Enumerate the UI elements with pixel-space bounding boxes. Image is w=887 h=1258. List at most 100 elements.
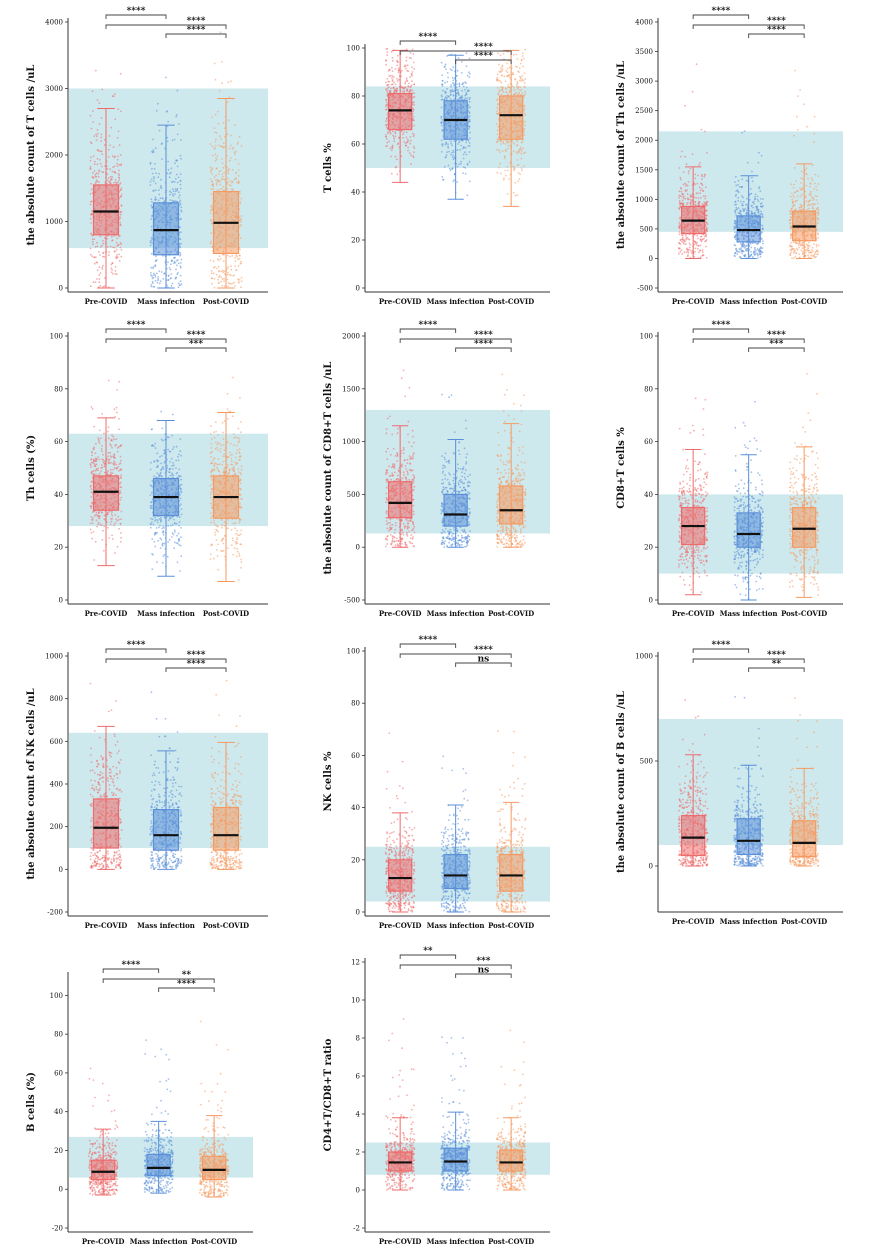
data-point — [157, 526, 160, 529]
data-point — [162, 530, 165, 532]
data-point — [113, 524, 115, 527]
data-point — [163, 553, 166, 556]
data-point — [91, 519, 94, 521]
data-point — [152, 266, 155, 268]
data-point — [151, 428, 153, 431]
data-point — [118, 417, 120, 420]
data-point — [171, 193, 174, 196]
data-point — [799, 89, 801, 91]
data-point — [163, 200, 166, 203]
data-point — [111, 446, 113, 449]
data-point — [395, 87, 398, 90]
data-point — [796, 195, 799, 198]
data-point — [694, 200, 696, 203]
data-point — [108, 510, 110, 513]
data-point — [210, 193, 213, 196]
data-point — [213, 277, 216, 280]
data-point — [806, 208, 809, 211]
data-point — [109, 182, 112, 185]
data-point — [469, 106, 471, 108]
data-point — [107, 426, 110, 429]
data-point — [794, 208, 797, 211]
data-point — [797, 95, 799, 98]
data-point — [761, 214, 764, 216]
data-point — [228, 159, 231, 162]
data-point — [226, 101, 229, 104]
data-point — [793, 183, 795, 186]
data-point — [393, 137, 395, 140]
data-point — [811, 204, 814, 207]
data-point — [180, 536, 182, 539]
data-point — [111, 434, 113, 436]
data-point — [406, 90, 408, 92]
data-point — [456, 165, 459, 168]
data-point — [221, 173, 224, 176]
data-point — [149, 468, 152, 471]
data-point — [171, 523, 174, 526]
data-point — [230, 144, 232, 147]
data-point — [807, 207, 810, 210]
data-point — [221, 188, 223, 190]
data-point — [817, 213, 820, 216]
data-point — [804, 251, 807, 254]
data-point — [501, 150, 504, 153]
data-point — [91, 90, 94, 93]
data-point — [227, 181, 229, 183]
data-point — [231, 168, 234, 171]
data-point — [229, 454, 232, 456]
data-point — [461, 61, 463, 63]
data-point — [109, 523, 112, 526]
data-point — [113, 250, 116, 253]
data-point — [151, 518, 154, 521]
data-point — [153, 162, 156, 165]
data-point — [226, 408, 229, 410]
data-point — [789, 216, 792, 219]
data-point — [97, 467, 99, 470]
data-point — [106, 173, 108, 176]
data-point — [172, 190, 175, 193]
data-point — [683, 195, 685, 198]
data-point — [97, 456, 100, 458]
data-point — [507, 86, 509, 89]
data-point — [741, 131, 743, 134]
data-point — [239, 237, 242, 240]
data-point — [793, 257, 795, 259]
data-point — [177, 123, 180, 125]
data-point — [467, 89, 469, 91]
data-point — [169, 450, 172, 453]
data-point — [215, 157, 217, 159]
data-point — [684, 243, 687, 246]
data-point — [789, 221, 792, 224]
data-point — [239, 218, 242, 221]
data-point — [150, 517, 152, 520]
data-point — [700, 183, 703, 185]
data-point — [451, 76, 454, 79]
group-pre — [89, 69, 123, 289]
data-point — [169, 190, 171, 193]
significance-bracket: **** — [748, 26, 805, 38]
data-point — [506, 71, 509, 74]
data-point — [96, 129, 99, 131]
data-point — [95, 261, 98, 264]
data-point — [238, 437, 241, 440]
data-point — [681, 199, 684, 202]
data-point — [223, 127, 226, 129]
data-point — [102, 529, 104, 532]
data-point — [159, 524, 161, 527]
data-point — [156, 452, 159, 455]
data-point — [214, 146, 216, 149]
data-point — [808, 199, 811, 202]
data-point — [170, 167, 173, 170]
y-tick-label: 1000 — [45, 218, 63, 226]
data-point — [684, 197, 687, 200]
data-point — [465, 82, 467, 85]
data-point — [214, 113, 217, 116]
data-point — [114, 522, 116, 525]
data-point — [113, 464, 116, 466]
data-point — [512, 165, 515, 168]
data-point — [226, 278, 229, 281]
data-point — [451, 89, 454, 91]
data-point — [505, 174, 507, 177]
data-point — [89, 484, 92, 487]
data-point — [101, 88, 104, 91]
